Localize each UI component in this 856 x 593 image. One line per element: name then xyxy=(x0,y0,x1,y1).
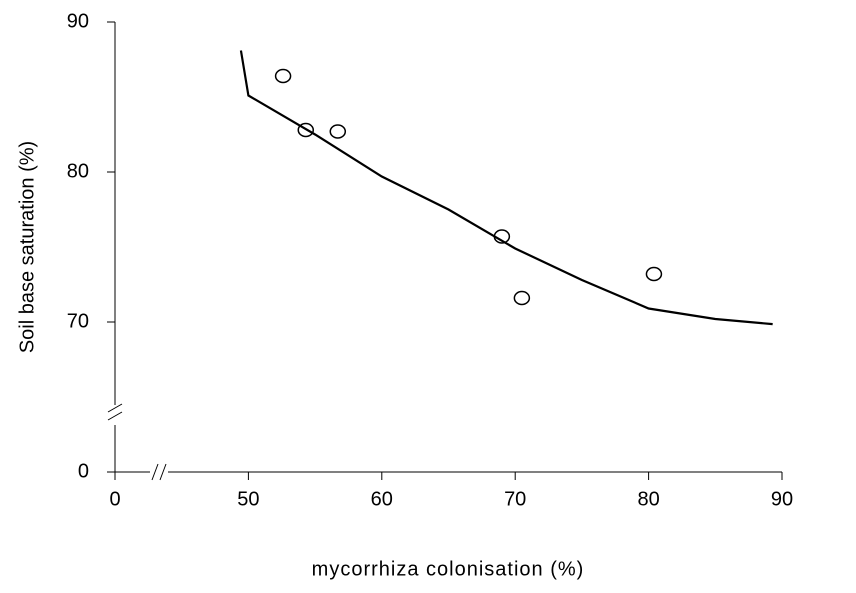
y-tick-label: 70 xyxy=(67,310,89,332)
x-tick-label: 90 xyxy=(771,488,793,510)
data-point xyxy=(329,124,347,139)
break-mark xyxy=(151,463,159,481)
axis-breaks xyxy=(107,22,782,481)
data-point xyxy=(274,68,292,84)
x-tick-label: 60 xyxy=(371,488,393,510)
fit-line xyxy=(239,50,773,326)
data-point xyxy=(513,290,531,306)
x-tick-label: 50 xyxy=(237,488,259,510)
y-tick-label: 80 xyxy=(67,160,89,182)
y-tick-label: 0 xyxy=(78,460,89,482)
break-mark xyxy=(107,411,123,421)
data-point xyxy=(645,266,663,282)
y-axis-label: Soil base saturation (%) xyxy=(16,141,38,353)
break-mark xyxy=(107,403,123,413)
x-tick-label: 70 xyxy=(504,488,526,510)
x-tick-label: 0 xyxy=(109,488,120,510)
x-axis-label: mycorrhiza colonisation (%) xyxy=(312,558,585,580)
y-tick-label: 90 xyxy=(67,10,89,32)
break-mark xyxy=(159,463,167,481)
x-tick-label: 80 xyxy=(637,488,659,510)
